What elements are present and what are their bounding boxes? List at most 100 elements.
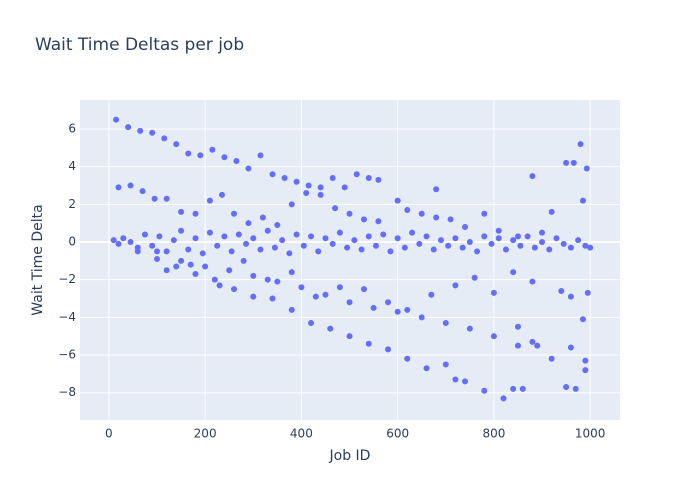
point [433, 186, 440, 193]
point [584, 289, 591, 296]
point [322, 235, 329, 242]
point [502, 246, 509, 253]
point [115, 184, 122, 191]
point [305, 182, 312, 189]
point [257, 246, 264, 253]
point [279, 237, 286, 244]
point [437, 237, 444, 244]
point [274, 222, 281, 229]
point [387, 248, 394, 255]
point [202, 263, 209, 270]
point [199, 250, 206, 257]
point [570, 159, 577, 166]
point [332, 205, 339, 212]
point [500, 395, 507, 402]
y-tick-label: −8 [58, 385, 76, 399]
point [187, 261, 194, 268]
point [418, 314, 425, 321]
point [563, 159, 570, 166]
point [346, 333, 353, 340]
point [548, 355, 555, 362]
point [495, 227, 502, 234]
point [471, 274, 478, 281]
point [243, 240, 250, 247]
point [452, 235, 459, 242]
point [531, 244, 538, 251]
point [358, 246, 365, 253]
point [474, 248, 481, 255]
point [134, 248, 141, 255]
point [214, 242, 221, 249]
point [567, 244, 574, 251]
point [308, 233, 315, 240]
point [385, 299, 392, 306]
point [317, 184, 324, 191]
point [344, 244, 351, 251]
point [404, 206, 411, 213]
point [353, 171, 360, 178]
point [125, 124, 132, 131]
point [300, 242, 307, 249]
point [141, 231, 148, 238]
point [240, 257, 247, 264]
point [582, 367, 589, 374]
point [308, 320, 315, 327]
point [288, 306, 295, 313]
point [127, 239, 134, 246]
point [579, 316, 586, 323]
chart-title: Wait Time Deltas per job [35, 35, 244, 55]
y-tick-label: −6 [58, 348, 76, 362]
point [481, 210, 488, 217]
point [336, 284, 343, 291]
point [250, 272, 257, 279]
point [192, 271, 199, 278]
point [185, 246, 192, 253]
point [510, 269, 517, 276]
point [206, 229, 213, 236]
point [137, 127, 144, 134]
point [250, 235, 257, 242]
point [163, 195, 170, 202]
point [495, 235, 502, 242]
point [490, 289, 497, 296]
point [226, 267, 233, 274]
point [317, 191, 324, 198]
point [418, 210, 425, 217]
point [257, 152, 264, 159]
point [110, 237, 117, 244]
point [149, 242, 156, 249]
point [211, 276, 218, 283]
point [221, 154, 228, 161]
point [423, 365, 430, 372]
x-tick-label: 600 [386, 427, 409, 441]
point [209, 146, 216, 153]
point [462, 378, 469, 385]
point [231, 286, 238, 293]
point [546, 246, 553, 253]
point [510, 237, 517, 244]
point [577, 141, 584, 148]
point [433, 214, 440, 221]
point [510, 385, 517, 392]
point [365, 340, 372, 347]
point [372, 242, 379, 249]
point [312, 293, 319, 300]
point [517, 242, 524, 249]
point [401, 244, 408, 251]
point [442, 361, 449, 368]
x-tick-label: 400 [290, 427, 313, 441]
point [370, 304, 377, 311]
point [250, 293, 257, 300]
x-tick-label: 1000 [575, 427, 606, 441]
point [423, 233, 430, 240]
point [173, 141, 180, 148]
y-tick-label: 6 [68, 122, 76, 136]
point [329, 240, 336, 247]
point [341, 184, 348, 191]
point [197, 152, 204, 159]
point [583, 165, 590, 172]
point [336, 229, 343, 236]
point [178, 227, 185, 234]
y-tick-label: −4 [58, 310, 76, 324]
